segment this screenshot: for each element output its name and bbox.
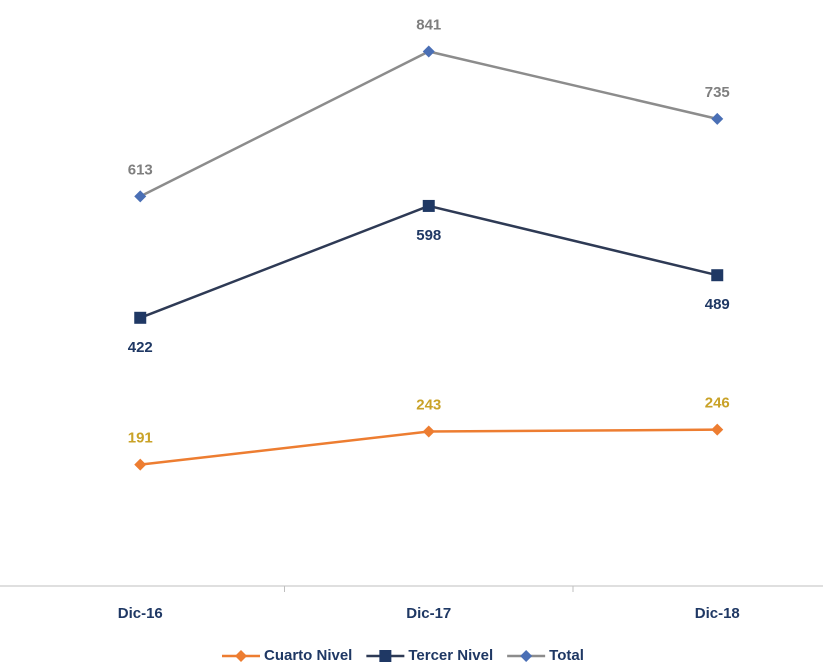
data-label: 613 [128,161,153,178]
x-tick-label: Dic-17 [406,605,451,622]
marker [711,113,723,125]
series-line [140,206,717,318]
marker [520,650,532,662]
data-label: 191 [128,430,153,447]
legend-label: Cuarto Nivel [264,647,352,664]
page: Dic-16 Dic-17 Dic-18 191 243 246 422 598 489 613 8… [0,0,823,671]
marker [423,426,435,438]
marker [235,650,247,662]
marker [711,424,723,436]
legend-label: Tercer Nivel [408,647,493,664]
data-label: 841 [416,16,441,33]
data-label: 243 [416,397,441,414]
data-label: 735 [705,84,730,101]
chart: Dic-16 Dic-17 Dic-18 191 243 246 422 598 489 613 8… [0,0,823,671]
legend-label: Total [549,647,584,664]
marker [711,269,723,281]
marker [423,45,435,57]
data-label: 246 [705,395,730,412]
data-label: 489 [705,296,730,313]
data-label: 598 [416,227,441,244]
marker [423,200,435,212]
x-tick-label: Dic-16 [118,605,163,622]
marker [134,459,146,471]
marker [134,312,146,324]
data-label: 422 [128,339,153,356]
x-tick-label: Dic-18 [695,605,740,622]
marker [134,190,146,202]
marker [379,650,391,662]
series-line [140,51,717,196]
